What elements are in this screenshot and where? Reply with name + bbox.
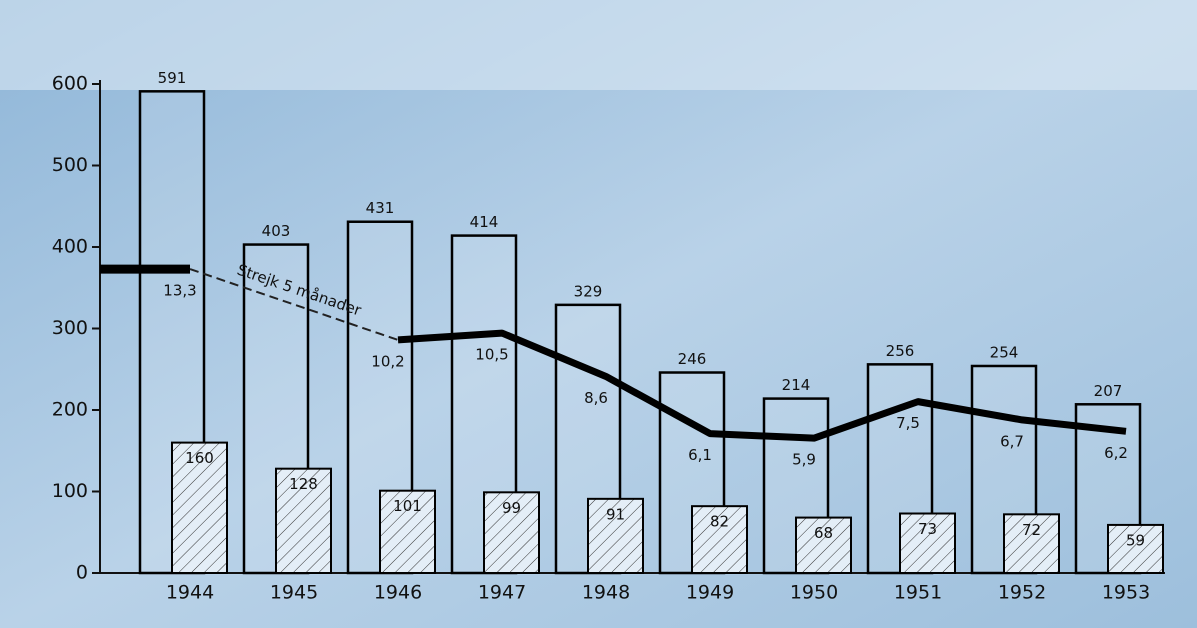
y-tick-label: 100 (52, 480, 88, 502)
y-tick-label: 500 (52, 154, 88, 176)
x-tick-label: 1953 (1102, 582, 1150, 604)
value-label: 256 (886, 342, 915, 360)
chart: 0 100 200 300 400 500 600 591 403 431 414 329 246 214… (0, 0, 1197, 628)
x-tick-label: 1952 (998, 582, 1046, 604)
line-value-label: 8,6 (584, 389, 608, 407)
value-label: 59 (1126, 531, 1145, 549)
line-value-label: 6,1 (688, 446, 712, 464)
value-label: 246 (678, 350, 707, 368)
value-label: 91 (606, 505, 625, 523)
value-label: 73 (918, 520, 937, 538)
line-value-label: 10,2 (371, 352, 404, 370)
value-label: 68 (814, 524, 833, 542)
x-tick-label: 1947 (478, 582, 526, 604)
line-value-label: 5,9 (792, 451, 816, 469)
line-value-label: 6,7 (1000, 432, 1024, 450)
x-tick-label: 1950 (790, 582, 838, 604)
y-tick-label: 600 (52, 73, 88, 95)
value-label: 72 (1022, 521, 1041, 539)
y-tick-label: 200 (52, 399, 88, 421)
line-value-label: 10,5 (475, 346, 508, 364)
line-value-label: 13,3 (163, 282, 196, 300)
value-label: 403 (262, 222, 291, 240)
value-label: 254 (990, 343, 1019, 361)
x-tick-label: 1949 (686, 582, 734, 604)
value-label: 99 (502, 499, 521, 517)
x-tick-label: 1944 (166, 582, 214, 604)
line-value-label: 6,2 (1104, 444, 1128, 462)
value-label: 329 (574, 282, 603, 300)
x-tick-label: 1948 (582, 582, 630, 604)
value-label: 160 (185, 449, 214, 467)
y-tick-label: 400 (52, 236, 88, 258)
value-label: 101 (393, 497, 422, 515)
value-label: 207 (1094, 382, 1123, 400)
value-label: 414 (470, 213, 499, 231)
x-tick-label: 1945 (270, 582, 318, 604)
value-label: 82 (710, 513, 729, 531)
line-value-label: 7,5 (896, 414, 920, 432)
value-label: 214 (782, 376, 811, 394)
y-tick-label: 0 (76, 562, 88, 584)
y-tick-label: 300 (52, 317, 88, 339)
x-tick-label: 1946 (374, 582, 422, 604)
value-label: 591 (158, 69, 187, 87)
value-label: 128 (289, 475, 318, 493)
value-label: 431 (366, 199, 395, 217)
x-tick-label: 1951 (894, 582, 942, 604)
